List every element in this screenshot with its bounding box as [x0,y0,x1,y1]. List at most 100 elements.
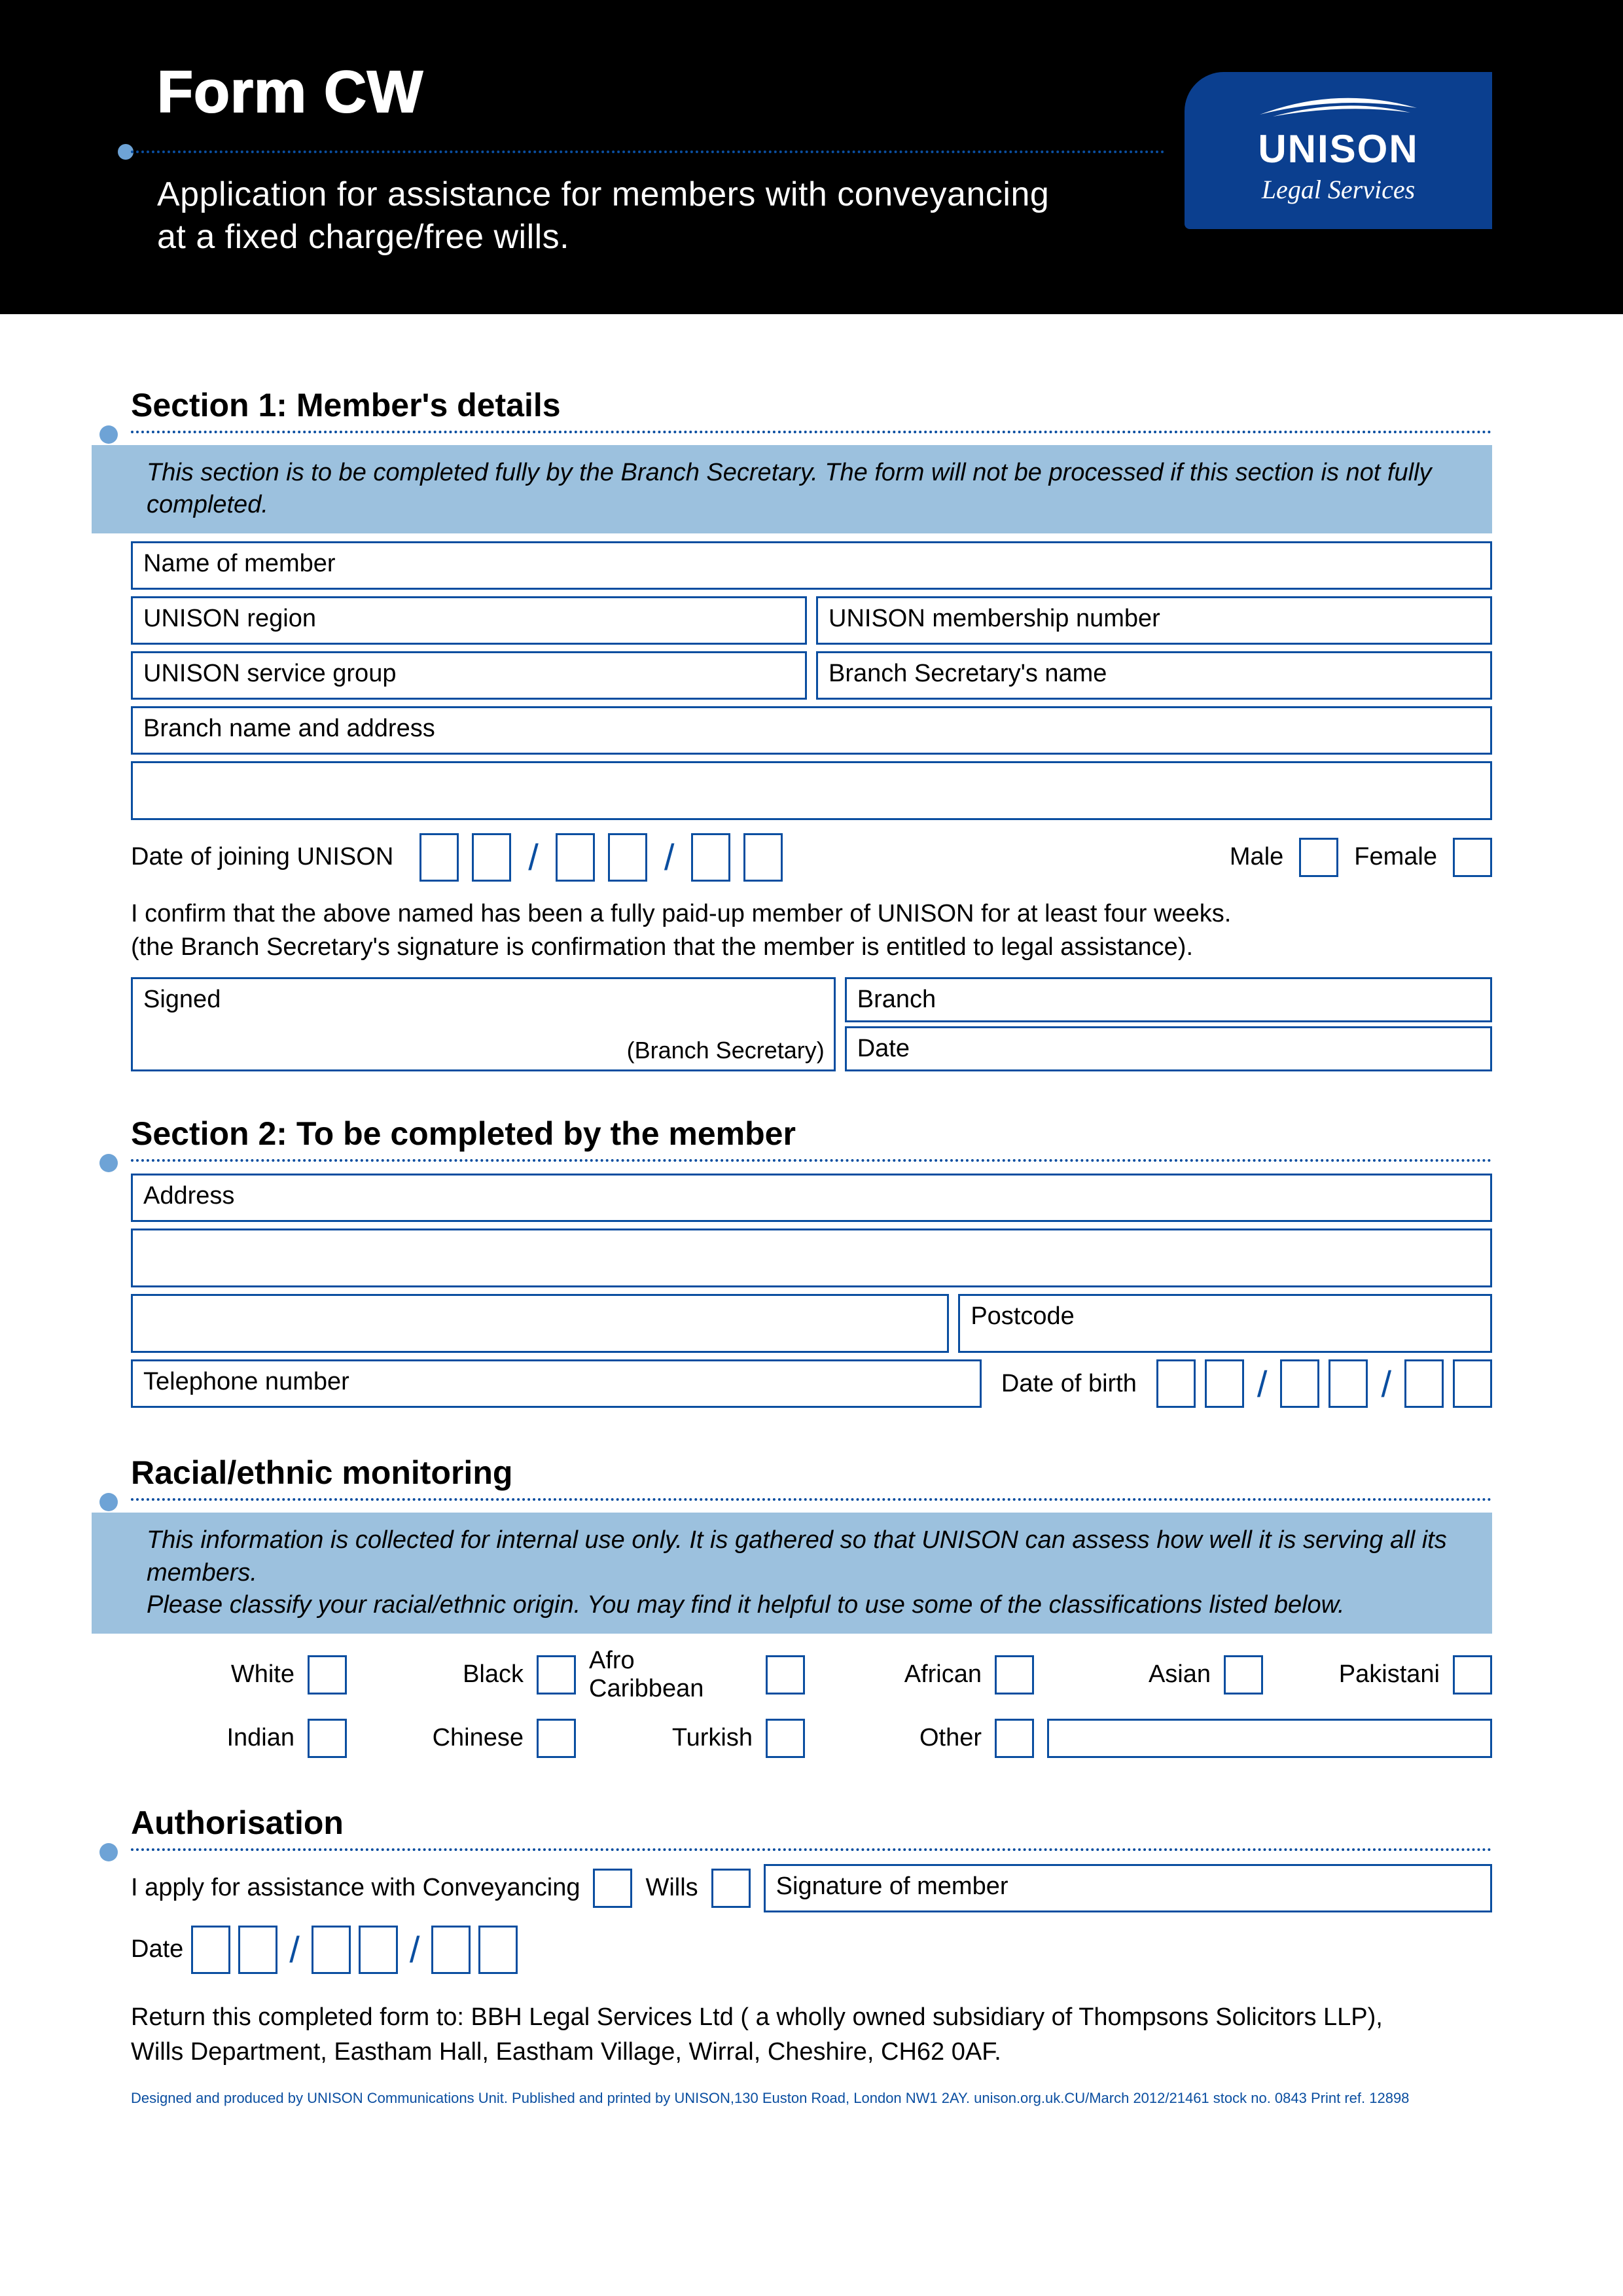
indian-label: Indian [226,1724,294,1752]
afrocaribbean-checkbox[interactable] [766,1655,805,1695]
chinese-label: Chinese [433,1724,524,1752]
signature-field[interactable]: Signature of member [764,1864,1492,1912]
chinese-checkbox[interactable] [537,1719,576,1758]
branch-secretary-label: (Branch Secretary) [627,1037,825,1064]
signed-field[interactable]: Signed (Branch Secretary) [131,977,836,1071]
service-group-field[interactable]: UNISON service group [131,651,807,700]
membership-number-field[interactable]: UNISON membership number [816,596,1492,645]
signed-label: Signed [143,986,221,1013]
date-box[interactable] [472,833,511,882]
header-bar: Form CW Application for assistance for m… [0,0,1623,314]
slash-icon: / [289,1928,300,1971]
female-label: Female [1354,843,1437,871]
date-box[interactable] [1156,1359,1196,1408]
postcode-field[interactable]: Postcode [958,1294,1492,1353]
wills-label: Wills [645,1874,698,1902]
apply-conveyancing-label: I apply for assistance with Conveyancing [131,1874,580,1902]
footer-print-info: Designed and produced by UNISON Communic… [131,2089,1492,2108]
branch-address-line2[interactable] [131,761,1492,820]
afrocaribbean-label: Afro Caribbean [589,1647,753,1703]
branch-secretary-name-field[interactable]: Branch Secretary's name [816,651,1492,700]
date-box[interactable] [1205,1359,1244,1408]
other-checkbox[interactable] [995,1719,1034,1758]
date-box[interactable] [431,1926,471,1974]
section2-divider [131,1159,1492,1162]
male-label: Male [1230,843,1283,871]
turkish-checkbox[interactable] [766,1719,805,1758]
return-address-text: Return this completed form to: BBH Legal… [131,2000,1492,2070]
date-box[interactable] [1329,1359,1368,1408]
date-box[interactable] [1404,1359,1444,1408]
address-field[interactable]: Address [131,1174,1492,1222]
header-divider [131,151,1165,153]
bullet-icon [99,1493,118,1511]
name-of-member-field[interactable]: Name of member [131,541,1492,590]
white-label: White [231,1660,294,1689]
turkish-label: Turkish [672,1724,753,1752]
auth-date-row: Date / / [131,1926,1492,1974]
date-box[interactable] [238,1926,277,1974]
slash-icon: / [528,836,539,878]
date-box[interactable] [1453,1359,1492,1408]
date-field[interactable]: Date [845,1026,1492,1071]
confirm-line2: (the Branch Secretary's signature is con… [131,933,1193,961]
date-box[interactable] [359,1926,398,1974]
date-box[interactable] [191,1926,230,1974]
authorisation-title: Authorisation [131,1804,1492,1842]
confirmation-text: I confirm that the above named has been … [131,897,1492,965]
date-joining-label: Date of joining UNISON [131,843,393,871]
date-box[interactable] [691,833,730,882]
indian-checkbox[interactable] [308,1719,347,1758]
slash-icon: / [410,1928,420,1971]
pakistani-checkbox[interactable] [1453,1655,1492,1695]
slash-icon: / [1381,1363,1391,1405]
date-box[interactable] [1280,1359,1319,1408]
form-content: Section 1: Member's details This section… [131,386,1492,2108]
asian-checkbox[interactable] [1224,1655,1263,1695]
ethnic-divider [131,1498,1492,1501]
date-box[interactable] [743,833,783,882]
conveyancing-checkbox[interactable] [593,1869,632,1908]
slash-icon: / [664,836,675,878]
address-line2[interactable] [131,1229,1492,1287]
male-checkbox[interactable] [1299,838,1338,877]
logo-badge: UNISON Legal Services [1185,72,1492,229]
bullet-icon [99,1154,118,1172]
section2-title: Section 2: To be completed by the member [131,1115,1492,1153]
bullet-icon [99,425,118,444]
branch-name-address-field[interactable]: Branch name and address [131,706,1492,755]
swoosh-icon [1253,92,1423,118]
ethnic-options-grid: White Black Afro Caribbean African Asian… [131,1647,1492,1758]
slash-icon: / [1257,1363,1268,1405]
auth-date-label: Date [131,1935,183,1964]
female-checkbox[interactable] [1453,838,1492,877]
ethnic-info-line2: Please classify your racial/ethnic origi… [147,1591,1345,1619]
badge-subtitle: Legal Services [1185,174,1492,205]
other-label: Other [919,1724,982,1752]
wills-checkbox[interactable] [711,1869,751,1908]
bullet-icon [99,1843,118,1861]
unison-region-field[interactable]: UNISON region [131,596,807,645]
section1-divider [131,431,1492,433]
subtitle-line1: Application for assistance for members w… [157,175,1049,213]
asian-label: Asian [1149,1660,1211,1689]
other-specify-field[interactable] [1047,1719,1492,1758]
gender-group: Male Female [1230,838,1492,877]
date-box[interactable] [556,833,595,882]
return-line2: Wills Department, Eastham Hall, Eastham … [131,2038,1001,2066]
date-box[interactable] [312,1926,351,1974]
subtitle-line2: at a fixed charge/free wills. [157,218,569,256]
ethnic-info-line1: This information is collected for intern… [147,1526,1447,1586]
black-checkbox[interactable] [537,1655,576,1695]
section1-info-band: This section is to be completed fully by… [92,445,1492,533]
address-line3[interactable] [131,1294,949,1353]
date-box[interactable] [608,833,647,882]
white-checkbox[interactable] [308,1655,347,1695]
date-box[interactable] [419,833,459,882]
date-box[interactable] [478,1926,518,1974]
badge-title: UNISON [1185,126,1492,171]
authorisation-divider [131,1848,1492,1851]
african-checkbox[interactable] [995,1655,1034,1695]
branch-field[interactable]: Branch [845,977,1492,1022]
telephone-field[interactable]: Telephone number [131,1359,982,1408]
